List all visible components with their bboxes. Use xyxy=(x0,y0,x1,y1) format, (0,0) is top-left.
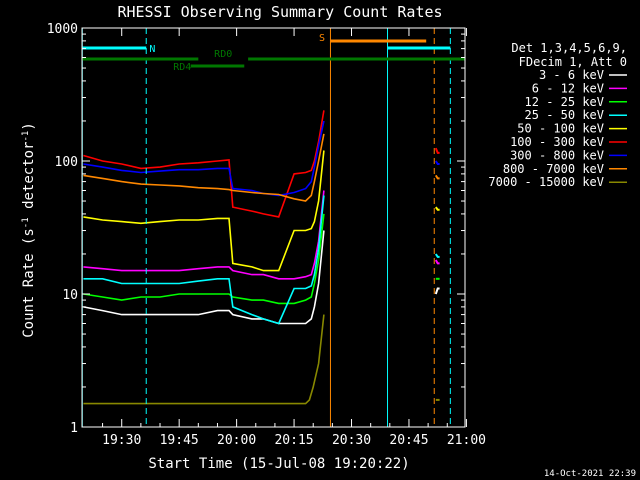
y-tick-label-10: 10 xyxy=(62,288,78,303)
series-300-800-kev-line xyxy=(83,120,325,197)
state-label-rd4: RD4 xyxy=(173,62,191,73)
series-25-50-kev-line xyxy=(83,195,325,325)
y-axis-label: Count Rate (s-1 detector-1) xyxy=(21,122,37,338)
x-tick-label-1945: 19:45 xyxy=(160,433,199,448)
chart-title: RHESSI Observing Summary Count Rates xyxy=(117,3,442,21)
series-300-800-kev-late-segment xyxy=(434,160,440,165)
state-label-rd0: RD0 xyxy=(214,49,232,60)
legend-25-50-kev-label: 25 - 50 keV xyxy=(525,108,604,122)
y-tick-label-1: 1 xyxy=(70,421,78,436)
legend: Det 1,3,4,5,6,9, FDecim 1, Att 0 3 - 6 k… xyxy=(488,41,627,189)
legend-300-800-kev-label: 300 - 800 keV xyxy=(510,148,604,162)
series-layer xyxy=(83,110,440,405)
legend-header-line-2: FDecim 1, Att 0 xyxy=(519,55,627,69)
series-3-6-kev-line xyxy=(83,230,325,325)
series-800-7000-kev-line xyxy=(83,133,325,202)
y-label-exp-1: -1 xyxy=(21,217,31,228)
x-tick-label-2100: 21:00 xyxy=(447,433,486,448)
plot-frame xyxy=(81,27,466,428)
legend-800-7000-kev-label: 800 - 7000 keV xyxy=(503,162,604,176)
series-50-100-kev-line xyxy=(83,150,325,272)
date-stamp: 14-Oct-2021 22:39 xyxy=(544,469,636,479)
x-tick-label-2015: 20:15 xyxy=(274,433,313,448)
legend-7000-15000-kev-label: 7000 - 15000 keV xyxy=(488,175,604,189)
y-label-part-3: ) xyxy=(21,122,37,130)
x-tick-label-2045: 20:45 xyxy=(389,433,428,448)
series-50-100-kev-late-segment xyxy=(434,206,440,211)
y-tick-label-100: 100 xyxy=(55,155,78,170)
y-label-exp-2: -1 xyxy=(21,131,31,142)
axes: 19:30 19:45 20:00 20:15 20:30 20:45 21:00 1 10 10… xyxy=(47,22,486,448)
series-6-12-kev-line xyxy=(83,190,325,280)
x-tick-label-2000: 20:00 xyxy=(217,433,256,448)
x-tick-label-2030: 20:30 xyxy=(332,433,371,448)
legend-100-300-kev-label: 100 - 300 keV xyxy=(510,135,604,149)
series-6-12-kev-late-segment xyxy=(434,259,440,265)
y-label-part-1: Count Rate (s xyxy=(21,228,37,338)
legend-50-100-kev-label: 50 - 100 keV xyxy=(517,122,604,136)
series-12-25-kev-line xyxy=(83,213,325,305)
series-25-50-kev-late-segment xyxy=(434,253,440,258)
series-7000-15000-kev-line xyxy=(83,314,325,405)
series-3-6-kev-late-segment xyxy=(434,287,440,295)
legend-6-12-kev-label: 6 - 12 keV xyxy=(532,81,604,95)
series-100-300-kev-line xyxy=(83,110,325,218)
legend-12-25-kev-label: 12 - 25 keV xyxy=(525,95,604,109)
state-label-n: N xyxy=(149,44,155,55)
series-800-7000-kev-late-segment xyxy=(434,174,440,180)
observing-state-bars: N S RD0 RD4 xyxy=(82,33,465,73)
x-tick-label-1930: 19:30 xyxy=(102,433,141,448)
legend-3-6-kev-label: 3 - 6 keV xyxy=(539,68,604,82)
series-100-300-kev-late-segment xyxy=(434,147,440,154)
state-label-s: S xyxy=(319,33,325,44)
x-axis-label: Start Time (15-Jul-08 19:20:22) xyxy=(148,456,409,472)
y-label-part-2: detector xyxy=(21,142,37,218)
y-tick-label-1000: 1000 xyxy=(47,22,78,37)
legend-header-line-1: Det 1,3,4,5,6,9, xyxy=(511,41,627,55)
